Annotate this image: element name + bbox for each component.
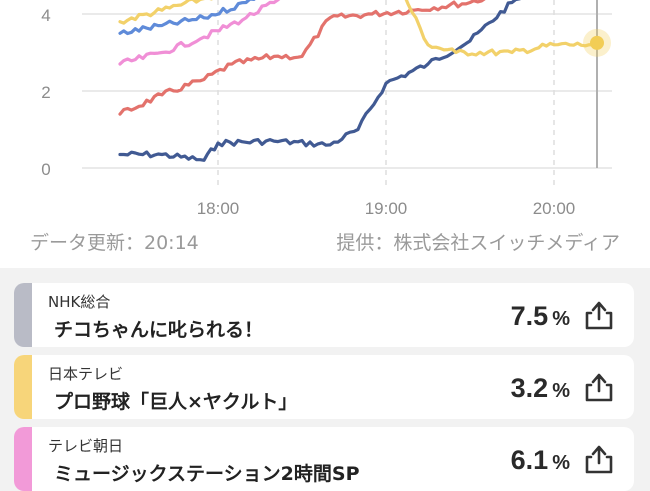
program-title: ミュージックステーション2時間SP <box>54 463 360 485</box>
series-line-1 <box>118 0 486 116</box>
rating-value: 7.5% <box>511 301 570 332</box>
station-name: NHK総合 <box>48 293 111 311</box>
x-tick-label: 18:00 <box>197 199 240 218</box>
channel-card-ntv[interactable]: 日本テレビ プロ野球「巨人×ヤクルト」 3.2% <box>14 355 634 419</box>
share-icon[interactable] <box>584 299 614 331</box>
channel-list: NHK総合 チコちゃんに叱られる！ 7.5% 日本テレビ プロ野球「巨人×ヤクル… <box>0 268 650 491</box>
series-line-3 <box>118 0 281 66</box>
channel-color-bar <box>14 355 32 419</box>
rating-number: 3.2 <box>510 373 549 403</box>
y-tick-label: 2 <box>41 83 50 102</box>
rating-value: 6.1% <box>511 445 570 476</box>
rating-unit: % <box>552 452 570 474</box>
station-name: テレビ朝日 <box>48 437 124 455</box>
program-title: プロ野球「巨人×ヤクルト」 <box>54 391 298 413</box>
ratings-line-chart: 0 2 4 18:00 19:00 20:00 <box>41 0 612 218</box>
series-line-0 <box>118 0 521 162</box>
rating-number: 7.5 <box>510 301 549 331</box>
x-tick-label: 20:00 <box>533 199 576 218</box>
share-icon[interactable] <box>584 443 614 475</box>
rating-number: 6.1 <box>510 445 549 475</box>
y-tick-label: 4 <box>41 6 50 25</box>
y-tick-label: 0 <box>41 160 50 179</box>
chart-panel: 0 2 4 18:00 19:00 20:00 データ更新：20:14 提供：株式会社スイ… <box>0 0 650 268</box>
series-group <box>118 0 595 162</box>
rating-unit: % <box>552 380 570 402</box>
channel-color-bar <box>14 283 32 347</box>
rating-value: 3.2% <box>511 373 570 404</box>
x-tick-label: 19:00 <box>365 199 408 218</box>
share-icon[interactable] <box>584 371 614 403</box>
program-title: チコちゃんに叱られる！ <box>54 319 264 341</box>
channel-card-nhk[interactable]: NHK総合 チコちゃんに叱られる！ 7.5% <box>14 283 634 347</box>
provider-credit: 提供：株式会社スイッチメディア <box>336 232 620 254</box>
channel-color-bar <box>14 427 32 491</box>
end-marker-1 <box>590 35 604 50</box>
series-line-4 <box>118 0 256 36</box>
update-time: データ更新：20:14 <box>30 232 199 254</box>
series-line-2 <box>118 0 595 57</box>
rating-unit: % <box>552 308 570 330</box>
channel-card-tvasahi[interactable]: テレビ朝日 ミュージックステーション2時間SP 6.1% <box>14 427 634 491</box>
station-name: 日本テレビ <box>48 365 124 383</box>
